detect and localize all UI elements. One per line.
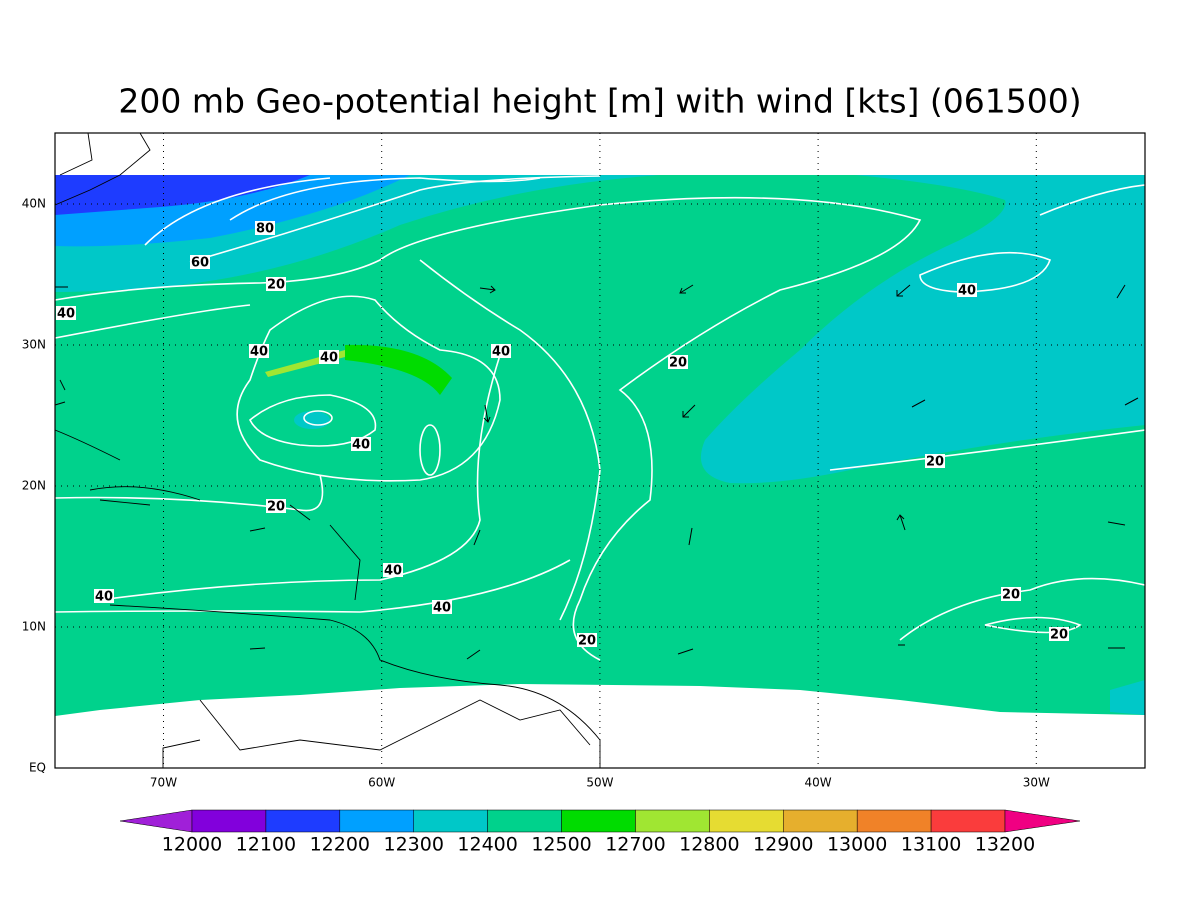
contour-label-bg [249,344,269,358]
lon-label: 40W [805,776,832,790]
wind-arrows [54,284,1139,660]
contour-label-bg [319,350,339,364]
colorbar-label: 12000 [162,834,222,856]
colorbar-label: 12500 [531,834,591,856]
contour-label-bg [266,277,286,291]
contour-label: 20 [1002,588,1020,603]
contour-label: 40 [57,307,75,322]
contour-label-bg [255,221,275,235]
colorbar-segment [635,809,710,833]
contour-label: 40 [384,564,402,579]
colorbar-segment [413,809,488,833]
lon-label: 30W [1023,776,1050,790]
lon-label: 70W [150,776,177,790]
lat-label: 20N [22,479,46,493]
colorbar-segment [339,809,414,833]
contour-label: 20 [1050,628,1068,643]
contour-label-bg [1001,587,1021,601]
colorbar-segment [265,809,341,833]
contour-label: 40 [250,345,268,360]
contour-label: 40 [320,351,338,366]
colorbar-segment [930,809,1006,833]
contour-label-bg [94,589,114,603]
lon-label: 50W [586,776,613,790]
colorbar-label: 13100 [901,834,961,856]
colorbar-segment [709,809,784,833]
lat-label: 40N [22,197,46,211]
wind-contours [40,175,1146,661]
colorbar-segment [191,809,267,833]
lat-label: 30N [22,338,46,352]
contour-label-bg [957,283,977,297]
lon-label: 60W [368,776,395,790]
contour-label: 40 [492,345,510,360]
contour-label: 20 [669,356,687,371]
colorbar-under [119,809,193,833]
contour-label: 20 [267,500,285,515]
colorbar-label: 12100 [236,834,296,856]
contour-label-bg [925,454,945,468]
contour-label-bg [432,600,452,614]
contour-label-bg [266,499,286,513]
contour-label: 20 [267,278,285,293]
colorbar-over [1004,809,1081,833]
contour-label: 20 [926,455,944,470]
colorbar-label: 13000 [827,834,887,856]
contour-label: 40 [433,601,451,616]
colorbar-segment [856,809,932,833]
colorbar-segment [487,809,562,833]
colorbar-label: 13200 [975,834,1035,856]
contour-label-bg [351,437,371,451]
contour-label-bg [190,255,210,269]
contour-label: 80 [256,222,274,237]
labels: EQ 10N 20N 30N 40N 70W 60W 50W 40W 30W 80 60 20 40 40 4… [22,197,1069,790]
contour-label-bg [577,633,597,647]
contour-label: 20 [578,634,596,649]
colorbar-label: 12200 [310,834,370,856]
contour-label-bg [383,563,403,577]
title: 200 mb Geo-potential height [m] with win… [118,82,1081,121]
contour-label-bg [56,306,76,320]
contour-label: 40 [95,590,113,605]
contour-label-bg [1049,627,1069,641]
colorbar-label: 12700 [605,834,665,856]
contour-label: 40 [352,438,370,453]
contour-label-bg [491,344,511,358]
map-frame [54,132,1146,769]
lat-label: 10N [22,620,46,634]
colorbar-segment [561,809,636,833]
lat-label: EQ [29,761,46,775]
colorbar-label: 12400 [457,834,517,856]
contour-label: 60 [191,256,209,271]
contour-label: 40 [958,284,976,299]
contour-label-bg [668,355,688,369]
colorbar-segment [783,809,858,833]
colorbar-label: 12300 [384,834,444,856]
coastlines [54,132,601,768]
colorbar-label: 12900 [753,834,813,856]
colorbar-label: 12800 [679,834,739,856]
